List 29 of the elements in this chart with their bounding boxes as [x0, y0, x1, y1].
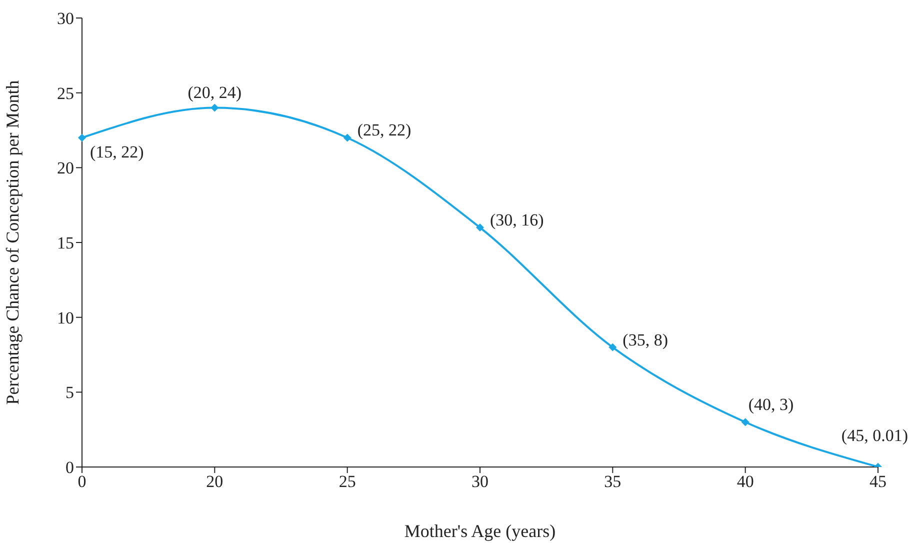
data-label: (40, 3) [748, 395, 794, 414]
point [476, 224, 484, 232]
data-label: (35, 8) [622, 330, 668, 350]
data-label: (20, 24) [188, 82, 242, 102]
point [741, 418, 750, 426]
x-tick-label: 30 [472, 472, 488, 492]
data-label: (30, 16) [490, 210, 544, 230]
x-axis-title: Mother's Age (years) [404, 521, 556, 541]
x-tick-label: 25 [338, 472, 356, 492]
x-tick-label: 45 [870, 472, 886, 492]
y-tick-label: 5 [66, 383, 74, 402]
y-tick-label: 25 [57, 84, 74, 103]
y-tick-label: 10 [57, 308, 74, 328]
y-tick-label: 0 [66, 458, 74, 478]
point [608, 343, 617, 352]
data-label: (15, 22) [90, 142, 144, 162]
y-axis-title: Percentage Chance of Conception per Month [2, 80, 22, 405]
y-tick-label: 30 [57, 9, 74, 28]
point [210, 104, 219, 112]
data-label: (25, 22) [357, 120, 412, 140]
point [343, 134, 352, 142]
y-tick-label: 20 [57, 158, 74, 178]
x-tick-label: 0 [78, 472, 86, 492]
x-tick-label: 40 [736, 472, 754, 492]
point [78, 134, 86, 142]
data-label: (45, 0.01) [841, 426, 908, 445]
x-tick-label: 20 [206, 472, 224, 492]
x-tick-label: 35 [604, 472, 622, 492]
y-tick-label: 15 [57, 234, 74, 253]
